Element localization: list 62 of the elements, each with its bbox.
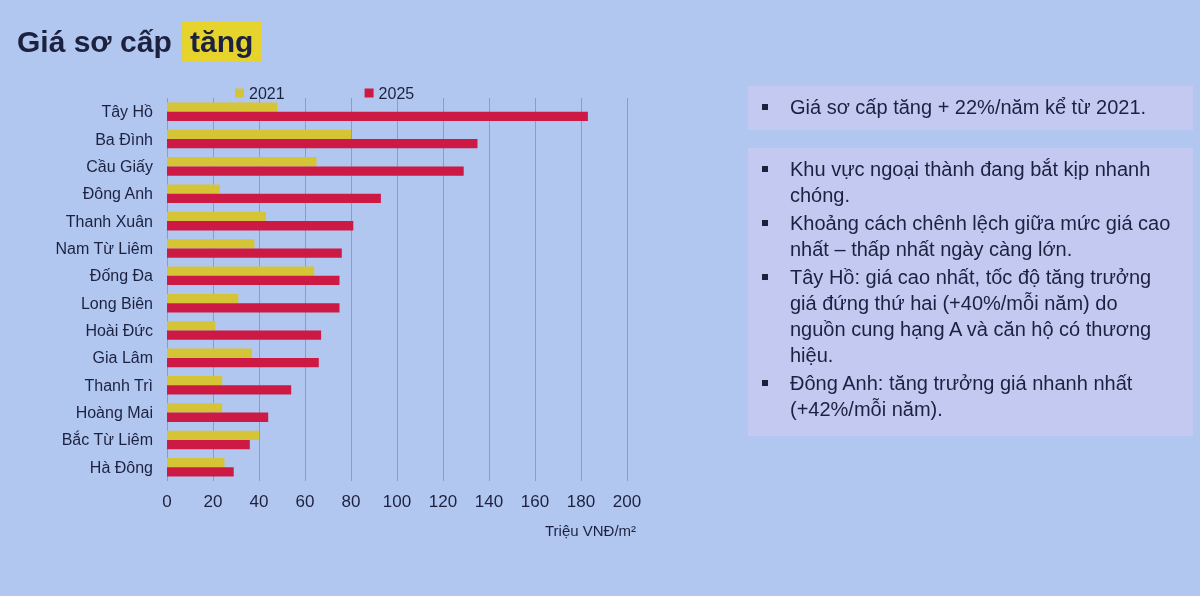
bar bbox=[167, 293, 239, 304]
x-tick-label: 100 bbox=[382, 492, 412, 511]
bar bbox=[167, 303, 340, 313]
y-tick-label: Đông Anh bbox=[82, 185, 153, 203]
y-tick-label: Thanh Xuân bbox=[65, 212, 153, 230]
x-axis-title: Triệu VNĐ/m² bbox=[545, 522, 637, 539]
bar bbox=[167, 221, 354, 231]
bar bbox=[167, 467, 234, 477]
text: Khoảng cách chênh lệch giữa mức giá cao nhất – thấp nhất ngày càng lớn. bbox=[790, 211, 1172, 262]
bar bbox=[167, 239, 255, 249]
bar bbox=[167, 129, 351, 140]
x-tick-label: 180 bbox=[566, 492, 596, 511]
x-tick-label: 80 bbox=[341, 492, 361, 511]
bar bbox=[167, 248, 342, 258]
y-tick-label: Tây Hồ bbox=[101, 103, 154, 121]
bar bbox=[167, 193, 381, 204]
y-tick-label: Hà Đông bbox=[89, 458, 153, 476]
y-tick-label: Gia Lâm bbox=[92, 349, 153, 367]
y-tick-label: Cầu Giấy bbox=[86, 157, 153, 175]
bar bbox=[167, 403, 223, 413]
x-tick-label: 0 bbox=[162, 492, 172, 511]
legend-label: 2025 bbox=[378, 84, 415, 102]
bar bbox=[167, 385, 292, 395]
bar bbox=[167, 348, 253, 358]
x-tick-label: 60 bbox=[295, 492, 315, 511]
text: Tây Hồ: giá cao nhất, tốc độ tăng trưởng giá đứng thứ hai (+40%/mỗi năm) do nguồn cung hạng A và căn hộ có thương hiệu. bbox=[790, 265, 1153, 368]
chart-title: Giá sơ cấp tăng bbox=[17, 24, 254, 58]
x-tick-label: 140 bbox=[474, 492, 504, 511]
y-tick-label: Nam Từ Liêm bbox=[55, 239, 153, 257]
bar bbox=[167, 275, 340, 286]
bar bbox=[167, 321, 216, 331]
bar bbox=[167, 184, 220, 194]
legend-label: 2021 bbox=[249, 84, 285, 102]
bar bbox=[167, 330, 322, 340]
y-tick-label: Bắc Từ Liêm bbox=[61, 430, 153, 449]
x-tick-label: 40 bbox=[249, 492, 269, 511]
text: Đông Anh: tăng trưởng giá nhanh nhất (+42%/mỗi năm). bbox=[790, 371, 1134, 422]
bar bbox=[167, 430, 259, 440]
x-tick-label: 160 bbox=[520, 492, 550, 511]
y-tick-label: Hoàng Mai bbox=[75, 404, 153, 422]
bar bbox=[167, 157, 317, 167]
bar bbox=[167, 211, 266, 222]
bar bbox=[167, 458, 225, 468]
y-tick-label: Thanh Trì bbox=[84, 376, 153, 394]
bar bbox=[167, 357, 319, 368]
x-tick-label: 20 bbox=[203, 492, 223, 511]
bar bbox=[167, 166, 464, 176]
text: Khu vực ngoại thành đang bắt kịp nhanh chóng. bbox=[790, 157, 1152, 208]
bar bbox=[167, 412, 269, 422]
bar bbox=[167, 111, 588, 121]
text: Giá sơ cấp tăng + 22%/năm kể từ 2021. bbox=[790, 95, 1147, 120]
bar bbox=[167, 139, 478, 149]
bar bbox=[167, 266, 315, 276]
y-tick-label: Đống Đa bbox=[89, 267, 154, 285]
x-tick-label: 120 bbox=[428, 492, 458, 511]
bar bbox=[167, 375, 223, 386]
bar bbox=[167, 102, 278, 112]
x-tick-label: 200 bbox=[612, 492, 642, 511]
y-tick-label: Hoài Đức bbox=[85, 322, 153, 340]
bar bbox=[167, 439, 250, 450]
y-tick-label: Ba Đình bbox=[95, 130, 153, 148]
y-tick-label: Long Biên bbox=[80, 294, 153, 312]
